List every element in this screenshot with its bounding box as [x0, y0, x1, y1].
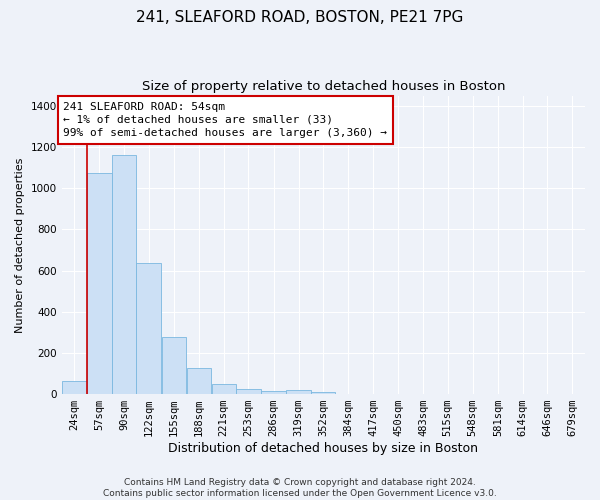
Title: Size of property relative to detached houses in Boston: Size of property relative to detached ho…	[142, 80, 505, 93]
Text: Contains HM Land Registry data © Crown copyright and database right 2024.
Contai: Contains HM Land Registry data © Crown c…	[103, 478, 497, 498]
Y-axis label: Number of detached properties: Number of detached properties	[15, 157, 25, 332]
X-axis label: Distribution of detached houses by size in Boston: Distribution of detached houses by size …	[169, 442, 478, 455]
Bar	[62, 380, 86, 394]
Bar	[236, 389, 261, 394]
Bar	[187, 368, 211, 394]
Text: 241, SLEAFORD ROAD, BOSTON, PE21 7PG: 241, SLEAFORD ROAD, BOSTON, PE21 7PG	[136, 10, 464, 25]
Bar	[87, 173, 112, 394]
Text: 241 SLEAFORD ROAD: 54sqm
← 1% of detached houses are smaller (33)
99% of semi-de: 241 SLEAFORD ROAD: 54sqm ← 1% of detache…	[63, 102, 387, 138]
Bar	[311, 392, 335, 394]
Bar	[212, 384, 236, 394]
Bar	[161, 338, 186, 394]
Bar	[112, 156, 136, 394]
Bar	[136, 264, 161, 394]
Bar	[261, 391, 286, 394]
Bar	[286, 390, 311, 394]
